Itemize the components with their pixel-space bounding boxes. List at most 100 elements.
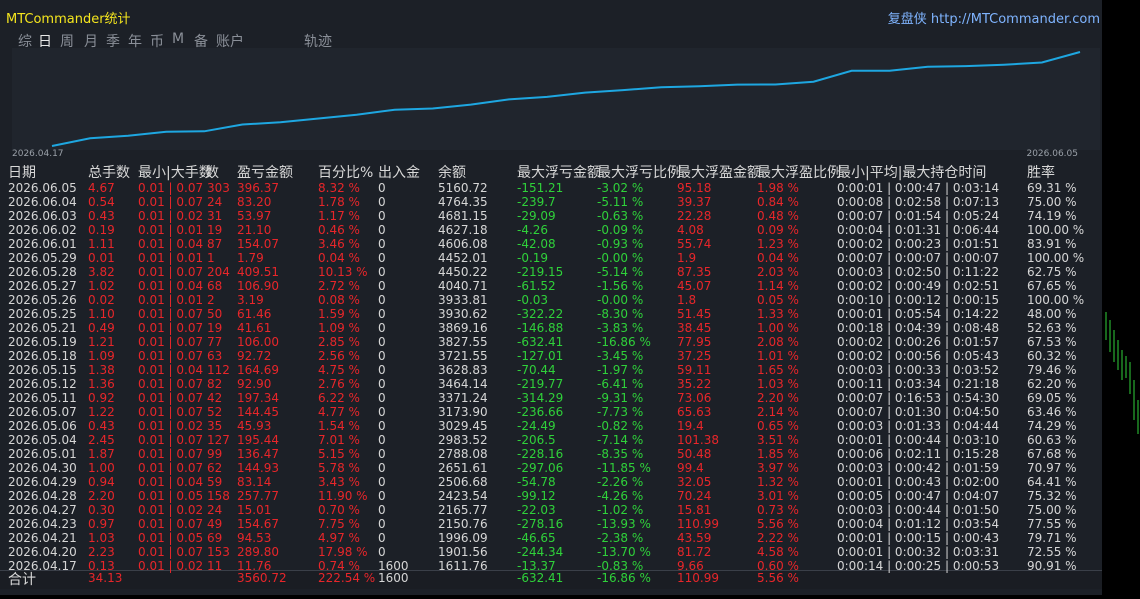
table-cell: 0.01 | 0.01 [138,223,204,237]
total-cell: 1600 [378,571,409,585]
table-cell: 2.23 [88,545,115,559]
table-cell: -24.49 [517,419,556,433]
column-header: 最大浮亏金额 [517,165,601,181]
table-cell: 0:00:02 | 0:00:49 | 0:02:51 [837,279,1000,293]
table-cell: 67.53 % [1027,335,1077,349]
panel-title: MTCommander统计 [6,12,131,27]
table-cell: 0.01 | 0.01 [138,251,204,265]
table-cell: 0 [378,265,386,279]
table-cell: 24 [207,195,223,209]
tab[interactable]: 月 [84,34,98,50]
table-cell: 0 [378,545,386,559]
table-cell: 2026.05.07 [8,405,77,419]
table-cell: 59 [207,475,223,489]
table-cell: 0.01 | 0.07 [138,181,204,195]
total-cell: 3560.72 [237,571,287,585]
table-cell: 62 [207,461,223,475]
table-cell: 70.24 [677,489,712,503]
table-cell: 95.18 [677,181,712,195]
table-cell: 62.20 % [1027,377,1077,391]
table-cell: 69 [207,531,223,545]
table-cell: 0 [378,419,386,433]
tab[interactable]: M [172,31,185,47]
tab[interactable]: 轨迹 [304,34,332,50]
table-cell: 7.01 % [318,433,360,447]
table-cell: 63.46 % [1027,405,1077,419]
tab[interactable]: 季 [106,34,120,50]
column-header: 胜率 [1027,165,1055,181]
table-cell: -6.41 % [597,377,644,391]
table-cell: 1.10 [88,307,115,321]
table-cell: 77.95 [677,335,712,349]
table-cell: 0.01 | 0.01 [138,293,204,307]
table-cell: 41.61 [237,321,272,335]
table-cell: 1996.09 [438,531,488,545]
table-cell: 4681.15 [438,209,488,223]
table-cell: 0.84 % [757,195,799,209]
table-cell: 0 [378,279,386,293]
table-cell: 2026.06.01 [8,237,77,251]
table-cell: 2423.54 [438,489,488,503]
table-cell: 2 [207,293,215,307]
tab[interactable]: 综 [18,34,32,50]
table-cell: 2.72 % [318,279,360,293]
table-cell: 45.93 [237,419,272,433]
table-cell: 4764.35 [438,195,488,209]
table-cell: 1.36 [88,377,115,391]
table-cell: 1 [207,251,215,265]
table-cell: 0.01 | 0.04 [138,475,204,489]
tab[interactable]: 日 [38,34,52,50]
table-cell: 0 [378,475,386,489]
table-cell: 5.56 % [757,517,799,531]
table-cell: 204 [207,265,230,279]
total-bar [0,570,1102,589]
table-cell: 0:00:07 | 0:00:07 | 0:00:07 [837,251,1000,265]
tab[interactable]: 周 [60,34,74,50]
table-cell: 1.17 % [318,209,360,223]
brand-link[interactable]: 复盘侠 http://MTCommander.com [887,12,1100,27]
table-cell: 303 [207,181,230,195]
table-cell: -0.00 % [597,293,644,307]
table-cell: 154.07 [237,237,279,251]
table-cell: 32.05 [677,475,712,489]
table-cell: -4.26 % [597,489,644,503]
table-cell: 0.01 | 0.04 [138,237,204,251]
tab[interactable]: 币 [150,34,164,50]
table-cell: 2026.06.05 [8,181,77,195]
table-cell: 50 [207,307,223,321]
table-cell: 5.15 % [318,447,360,461]
table-cell: 87.35 [677,265,712,279]
tab[interactable]: 年 [128,34,142,50]
table-cell: -219.77 [517,377,564,391]
table-cell: 0.01 | 0.07 [138,195,204,209]
table-cell: -16.86 % [597,335,651,349]
table-cell: 0:00:03 | 0:02:50 | 0:11:22 [837,265,1000,279]
table-cell: 3464.14 [438,377,488,391]
table-cell: -151.21 [517,181,564,195]
table-cell: 3930.62 [438,307,488,321]
table-cell: 0:00:18 | 0:04:39 | 0:08:48 [837,321,1000,335]
side-bars [1105,312,1139,434]
table-cell: 3628.83 [438,363,488,377]
table-cell: 42 [207,391,223,405]
table-cell: 110.99 [677,517,719,531]
table-cell: 0.74 % [318,559,360,573]
column-header: 出入金 [378,165,420,181]
table-cell: 99.4 [677,461,704,475]
table-cell: 2026.05.12 [8,377,77,391]
table-cell: 0.01 | 0.05 [138,531,204,545]
table-cell: 43.59 [677,531,712,545]
table-cell: 2506.68 [438,475,488,489]
table-cell: 0:00:04 | 0:01:12 | 0:03:54 [837,517,1000,531]
tab[interactable]: 备 [194,34,208,50]
table-cell: 0:00:01 | 0:00:32 | 0:03:31 [837,545,1000,559]
table-cell: 0.19 [88,223,115,237]
tab[interactable]: 账户 [216,34,244,50]
table-cell: 64.41 % [1027,475,1077,489]
table-cell: 68 [207,279,223,293]
table-cell: 2026.04.29 [8,475,77,489]
table-cell: 0 [378,363,386,377]
table-cell: 2026.04.30 [8,461,77,475]
table-cell: -5.11 % [597,195,644,209]
table-cell: -7.73 % [597,405,644,419]
